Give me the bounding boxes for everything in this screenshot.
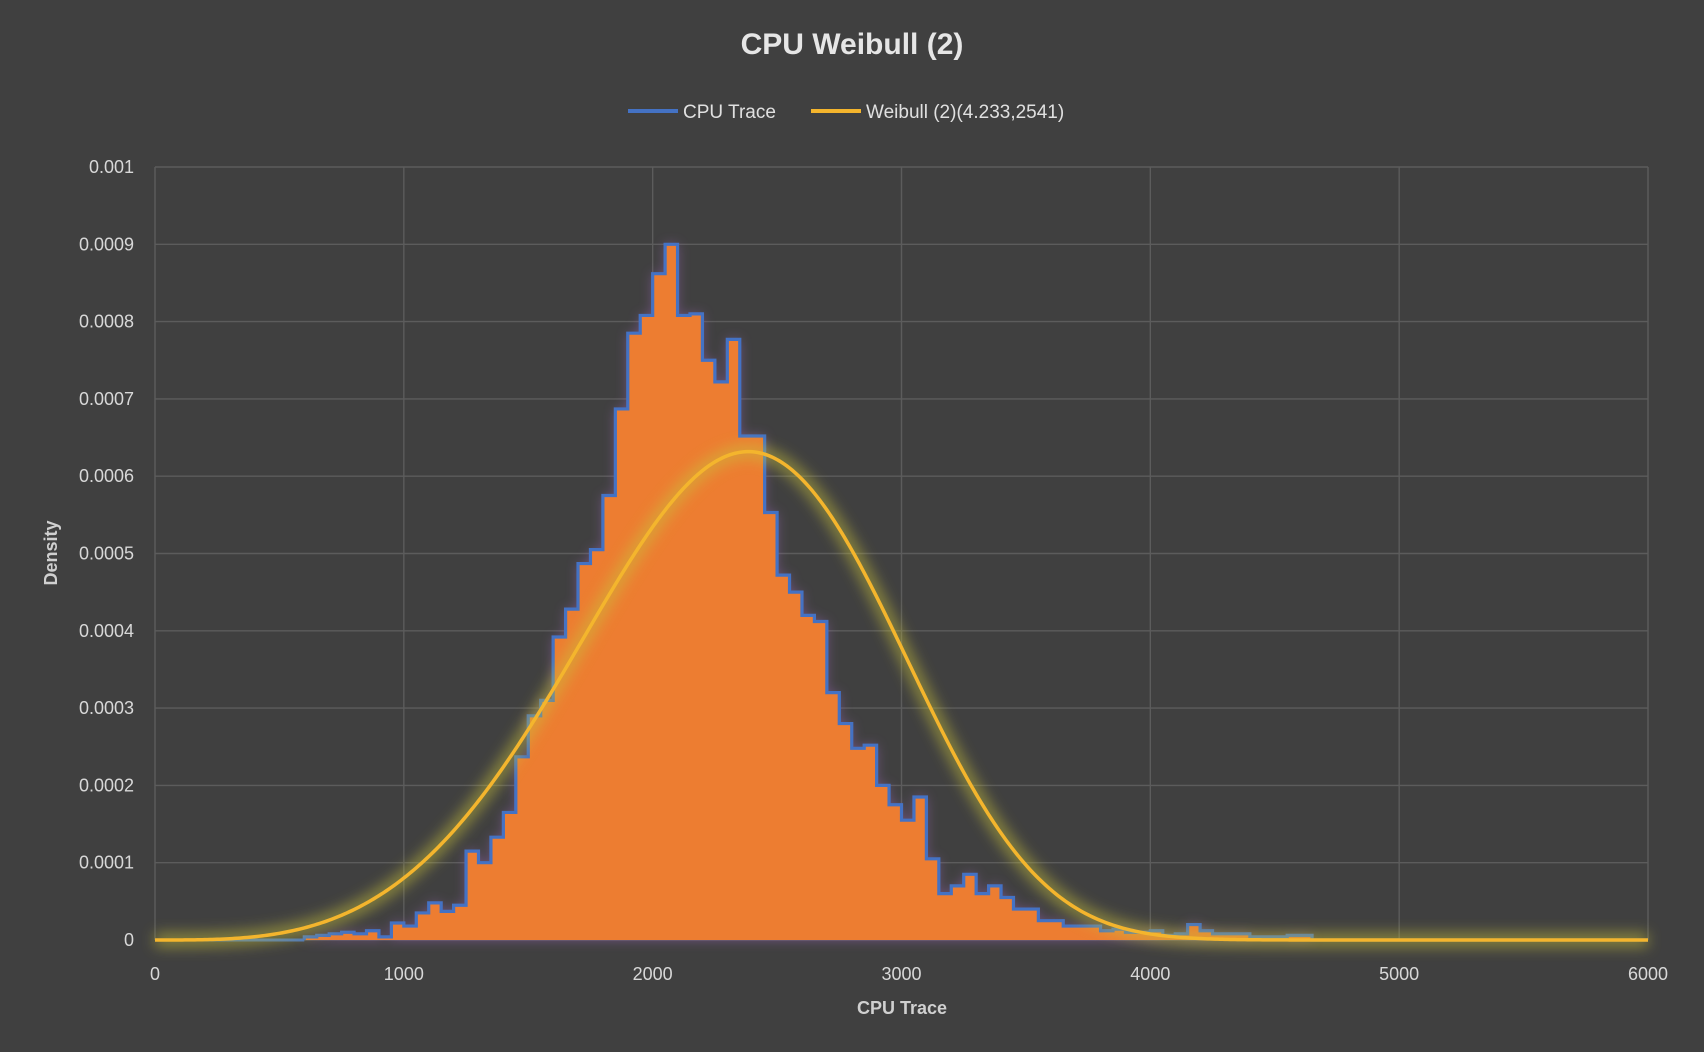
y-tick-label: 0.001 <box>89 157 134 177</box>
x-tick-label: 6000 <box>1628 964 1668 984</box>
x-tick-label: 0 <box>150 964 160 984</box>
x-tick-label: 3000 <box>881 964 921 984</box>
y-tick-label: 0.0003 <box>79 698 134 718</box>
legend-label-weibull: Weibull (2)(4.233,2541) <box>866 102 1064 123</box>
y-tick-label: 0.0001 <box>79 853 134 873</box>
y-tick-label: 0.0006 <box>79 466 134 486</box>
x-tick-label: 2000 <box>633 964 673 984</box>
y-tick-label: 0 <box>124 930 134 950</box>
chart-title: CPU Weibull (2) <box>741 28 964 61</box>
y-tick-label: 0.0004 <box>79 621 134 641</box>
x-tick-label: 5000 <box>1379 964 1419 984</box>
y-axis-title: Density <box>41 520 61 585</box>
gridlines <box>154 166 1649 941</box>
weibull-curve-group <box>155 444 1648 947</box>
y-tick-label: 0.0002 <box>79 775 134 795</box>
y-tick-label: 0.0007 <box>79 389 134 409</box>
x-axis-ticks: 0 1000 2000 3000 4000 5000 6000 <box>150 964 1668 984</box>
weibull-curve <box>155 449 1648 942</box>
legend: CPU Trace Weibull (2)(4.233,2541) <box>628 102 1064 123</box>
y-tick-label: 0.0005 <box>79 544 134 564</box>
y-tick-label: 0.0008 <box>79 312 134 332</box>
x-tick-label: 4000 <box>1130 964 1170 984</box>
x-axis-title: CPU Trace <box>857 998 947 1018</box>
x-tick-label: 1000 <box>384 964 424 984</box>
y-tick-label: 0.0009 <box>79 234 134 254</box>
y-axis-ticks: 0 0.0001 0.0002 0.0003 0.0004 0.0005 0.0006 0.0… <box>79 157 134 950</box>
histogram-area <box>155 244 1648 941</box>
legend-label-cpu-trace: CPU Trace <box>683 102 776 123</box>
